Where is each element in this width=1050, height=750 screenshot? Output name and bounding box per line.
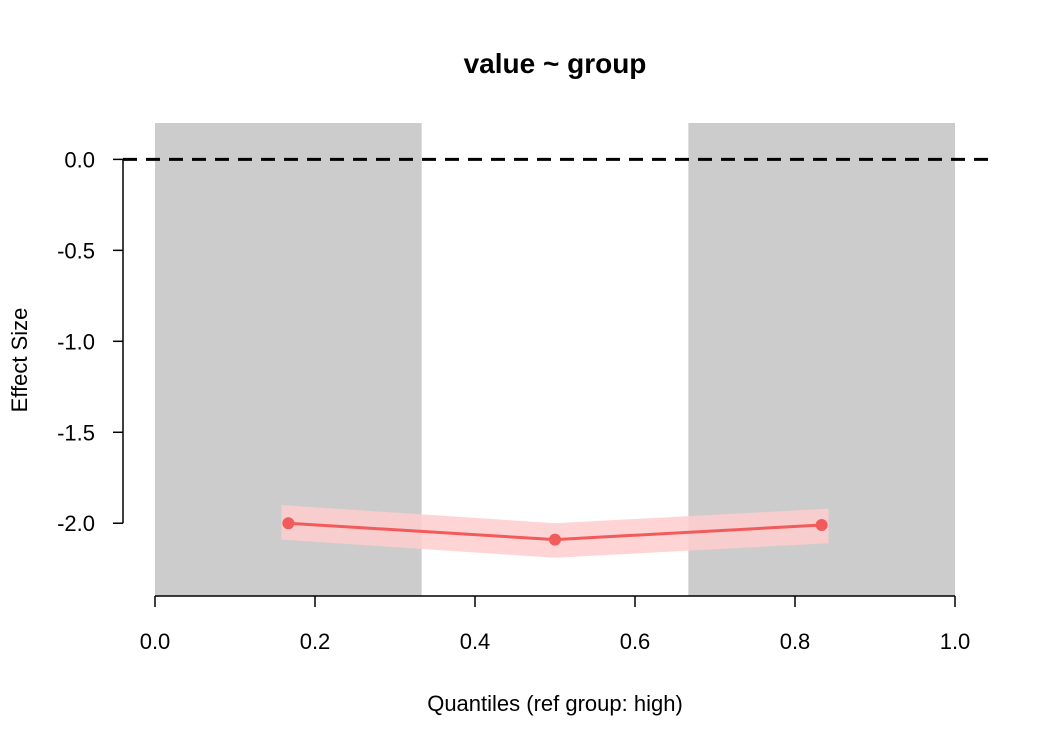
- x-tick-label: 0.6: [620, 629, 651, 654]
- y-tick-label: -1.0: [57, 329, 95, 354]
- data-series: [282, 517, 828, 546]
- shaded-bands: [155, 123, 955, 596]
- x-tick-label: 0.4: [460, 629, 491, 654]
- x-axis: 0.0 0.2 0.4 0.6 0.8 1.0: [140, 595, 971, 654]
- x-tick-label: 0.2: [300, 629, 331, 654]
- y-tick-label: -0.5: [57, 238, 95, 263]
- data-point: [282, 517, 295, 530]
- y-axis-title: Effect Size: [7, 308, 32, 413]
- confidence-ribbon: [281, 505, 829, 558]
- x-tick-label: 1.0: [940, 629, 971, 654]
- ci-ribbon: [281, 505, 829, 558]
- x-axis-title: Quantiles (ref group: high): [427, 691, 683, 716]
- y-tick-label: -1.5: [57, 420, 95, 445]
- x-tick-label: 0.8: [780, 629, 811, 654]
- y-tick-label: -2.0: [57, 511, 95, 536]
- chart-title: value ~ group: [464, 48, 647, 79]
- data-point: [815, 519, 828, 532]
- data-point: [549, 533, 561, 546]
- x-tick-label: 0.0: [140, 629, 171, 654]
- y-tick-label: 0.0: [64, 147, 95, 172]
- y-axis: 0.0 -0.5 -1.0 -1.5 -2.0: [57, 147, 124, 536]
